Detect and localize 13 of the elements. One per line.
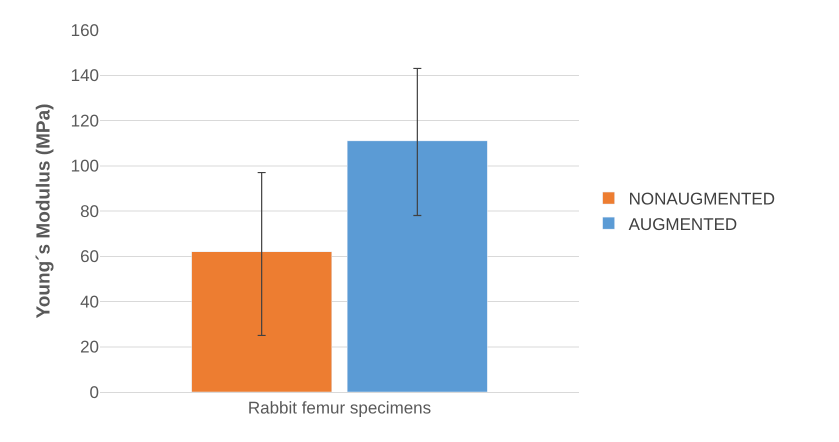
y-tick-label: 140 (70, 66, 99, 86)
x-tick-label: Rabbit femur specimens (248, 398, 432, 418)
legend-label: AUGMENTED (628, 214, 738, 234)
y-axis-title: Young´s Modulus (MPa) (33, 104, 54, 318)
y-tick-label: 60 (80, 247, 99, 266)
y-tick-label: 120 (70, 111, 99, 130)
y-tick-label: 100 (70, 156, 99, 176)
y-tick-label: 80 (80, 202, 99, 221)
y-tick-label: 40 (80, 292, 99, 312)
y-tick-label: 160 (70, 20, 99, 40)
y-tick-label: 20 (80, 338, 99, 357)
legend-label: NONAUGMENTED (628, 190, 775, 209)
y-tick-label: 0 (90, 382, 99, 402)
